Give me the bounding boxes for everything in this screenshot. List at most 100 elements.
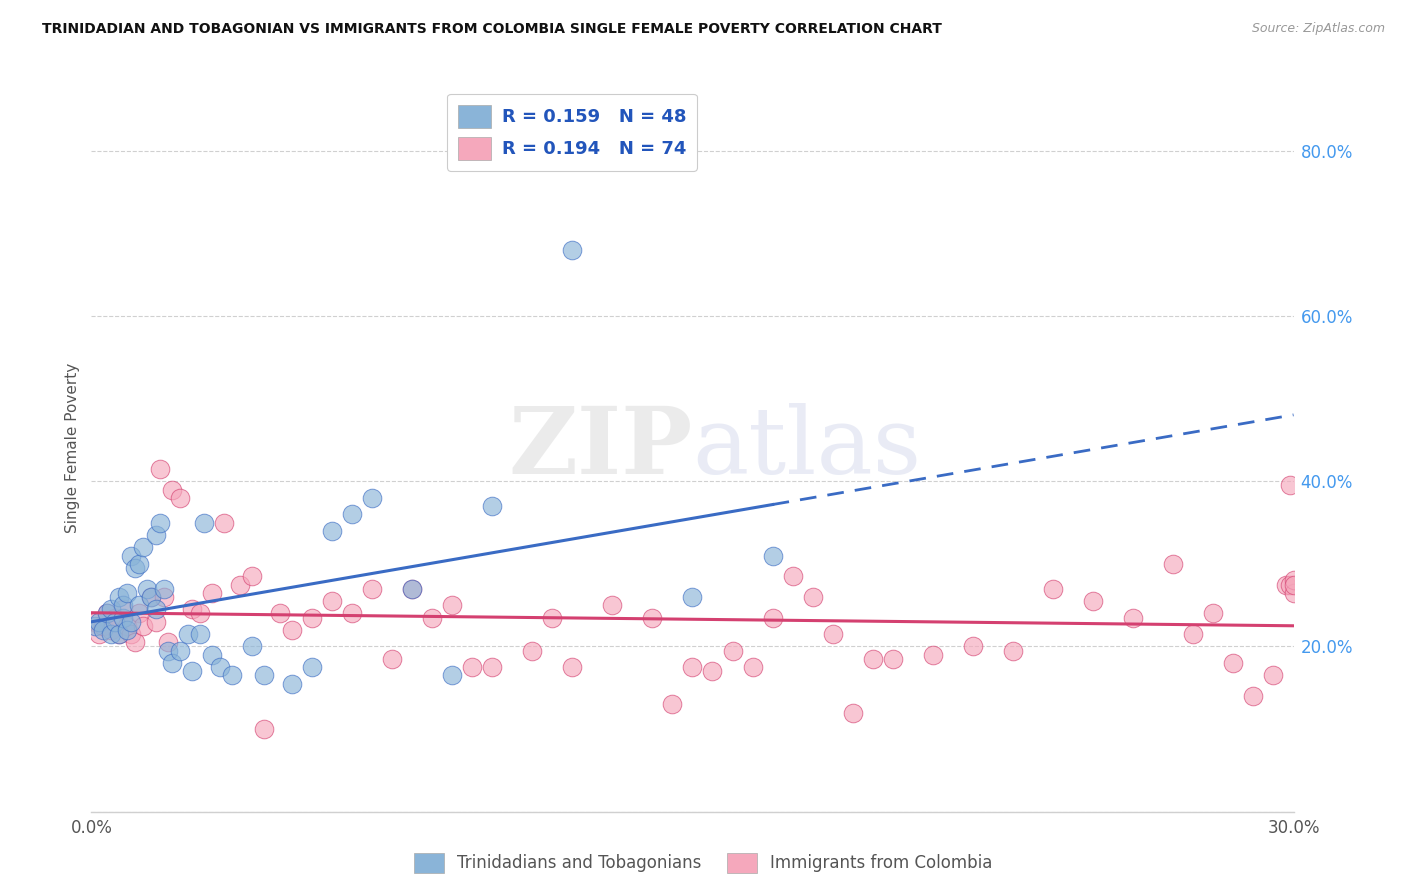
Point	[128, 557, 150, 571]
Point	[100, 627, 122, 641]
Point	[148, 516, 170, 530]
Point	[93, 619, 115, 633]
Point	[481, 499, 503, 513]
Point	[148, 462, 170, 476]
Point	[84, 619, 107, 633]
Point	[1202, 607, 1225, 621]
Legend: Trinidadians and Tobagonians, Immigrants from Colombia: Trinidadians and Tobagonians, Immigrants…	[408, 847, 998, 880]
Point	[641, 610, 664, 624]
Point	[1282, 586, 1305, 600]
Point	[188, 607, 211, 621]
Point	[104, 610, 127, 624]
Point	[360, 582, 382, 596]
Point	[160, 483, 183, 497]
Point	[821, 627, 844, 641]
Point	[1282, 574, 1305, 588]
Point	[117, 623, 139, 637]
Point	[228, 577, 250, 591]
Point	[401, 582, 423, 596]
Point	[1274, 577, 1296, 591]
Legend: R = 0.159   N = 48, R = 0.194   N = 74: R = 0.159 N = 48, R = 0.194 N = 74	[447, 94, 697, 171]
Point	[169, 491, 191, 505]
Point	[108, 590, 131, 604]
Point	[132, 541, 155, 555]
Point	[208, 660, 231, 674]
Point	[321, 594, 343, 608]
Point	[136, 582, 159, 596]
Point	[240, 640, 263, 654]
Point	[602, 598, 624, 612]
Point	[188, 627, 211, 641]
Point	[1278, 577, 1301, 591]
Point	[240, 569, 263, 583]
Point	[481, 660, 503, 674]
Point	[108, 627, 131, 641]
Point	[100, 602, 122, 616]
Point	[882, 652, 904, 666]
Point	[301, 660, 323, 674]
Point	[128, 598, 150, 612]
Point	[281, 623, 304, 637]
Point	[301, 610, 323, 624]
Point	[862, 652, 884, 666]
Point	[96, 607, 118, 621]
Point	[541, 610, 564, 624]
Point	[108, 627, 131, 641]
Point	[253, 668, 276, 682]
Point	[702, 665, 724, 679]
Point	[1222, 656, 1244, 670]
Point	[253, 722, 276, 736]
Point	[121, 615, 143, 629]
Point	[160, 656, 183, 670]
Point	[145, 615, 167, 629]
Point	[180, 602, 202, 616]
Point	[360, 491, 382, 505]
Point	[193, 516, 215, 530]
Point	[721, 643, 744, 657]
Point	[121, 549, 143, 563]
Point	[420, 610, 443, 624]
Text: atlas: atlas	[692, 403, 922, 493]
Point	[124, 635, 146, 649]
Point	[841, 706, 863, 720]
Point	[124, 561, 146, 575]
Point	[156, 635, 179, 649]
Point	[340, 607, 363, 621]
Point	[89, 615, 111, 629]
Point	[201, 648, 224, 662]
Point	[141, 590, 163, 604]
Point	[1243, 689, 1265, 703]
Point	[321, 524, 343, 538]
Point	[221, 668, 243, 682]
Point	[145, 602, 167, 616]
Point	[176, 627, 198, 641]
Point	[1182, 627, 1205, 641]
Point	[84, 615, 107, 629]
Point	[561, 243, 583, 257]
Point	[100, 623, 122, 637]
Point	[1122, 610, 1144, 624]
Point	[401, 582, 423, 596]
Y-axis label: Single Female Poverty: Single Female Poverty	[65, 363, 80, 533]
Point	[89, 627, 111, 641]
Point	[381, 652, 404, 666]
Point	[762, 610, 785, 624]
Point	[117, 619, 139, 633]
Point	[801, 590, 824, 604]
Point	[561, 660, 583, 674]
Point	[741, 660, 763, 674]
Point	[1263, 668, 1285, 682]
Point	[962, 640, 984, 654]
Point	[180, 665, 202, 679]
Point	[132, 619, 155, 633]
Point	[169, 643, 191, 657]
Text: Source: ZipAtlas.com: Source: ZipAtlas.com	[1251, 22, 1385, 36]
Point	[1042, 582, 1064, 596]
Point	[145, 528, 167, 542]
Point	[1282, 577, 1305, 591]
Point	[440, 598, 463, 612]
Point	[212, 516, 235, 530]
Point	[522, 643, 544, 657]
Point	[281, 676, 304, 690]
Point	[201, 586, 224, 600]
